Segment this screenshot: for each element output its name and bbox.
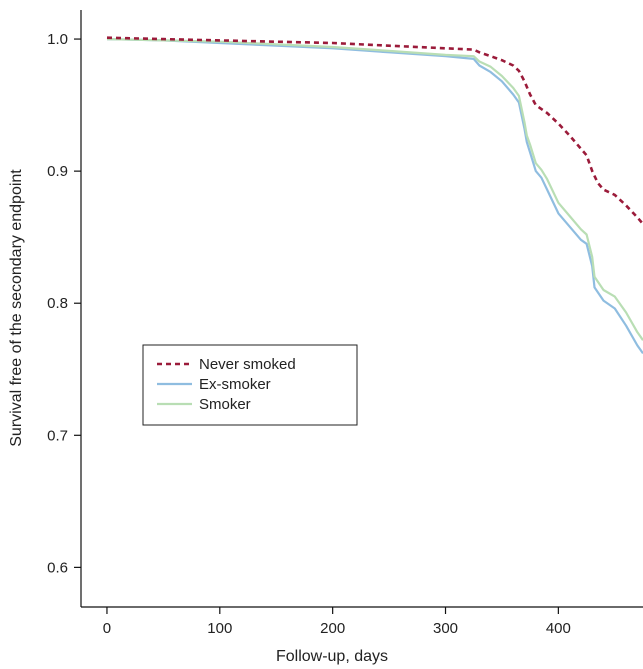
y-tick-label: 1.0	[47, 31, 68, 48]
x-tick-label: 0	[103, 620, 111, 637]
series-line-never-smoked	[106, 36, 643, 225]
series-layer	[106, 36, 643, 355]
y-tick-label: 0.8	[47, 295, 68, 312]
legend-label: Smoker	[199, 396, 251, 413]
y-tick-label: 0.7	[47, 427, 68, 444]
x-tick-label: 300	[433, 620, 458, 637]
y-tick-label: 0.9	[47, 163, 68, 180]
x-tick-label: 200	[320, 620, 345, 637]
legend: Never smoked Ex-smoker Smoker	[142, 344, 358, 426]
legend-label: Never smoked	[199, 356, 296, 373]
x-axis-title: Follow-up, days	[276, 648, 388, 665]
x-axis-ticks: 0 100 200 300 400	[103, 607, 571, 637]
series-line-ex-smoker	[106, 38, 643, 355]
x-tick-label: 400	[546, 620, 571, 637]
y-tick-label: 0.6	[47, 559, 68, 576]
y-axis-title: Survival free of the secondary endpoint	[8, 169, 25, 447]
x-tick-label: 100	[207, 620, 232, 637]
legend-label: Ex-smoker	[199, 376, 271, 393]
series-line-smoker	[106, 38, 643, 341]
y-axis-ticks: 0.6 0.7 0.8 0.9 1.0	[47, 31, 81, 576]
